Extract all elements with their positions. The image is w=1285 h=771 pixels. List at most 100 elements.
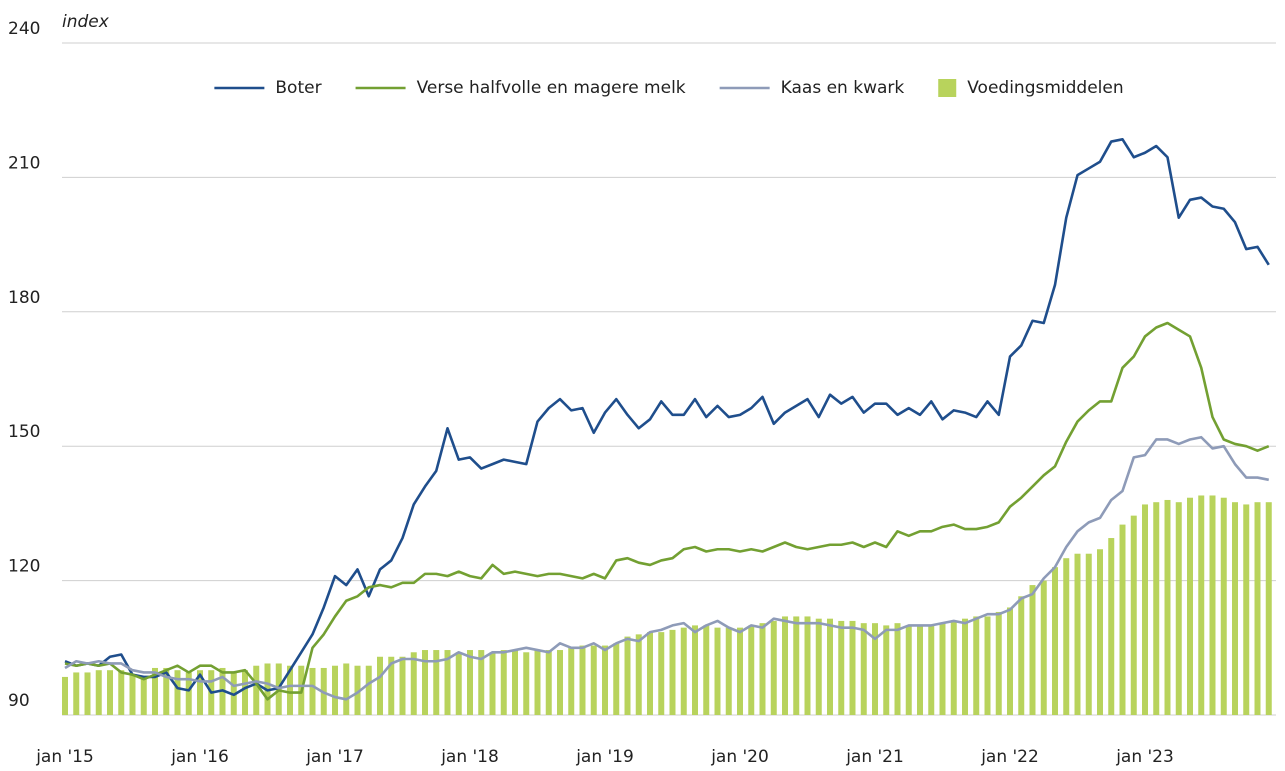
bar bbox=[1052, 567, 1058, 715]
bar bbox=[84, 672, 91, 715]
legend-item: Verse halfvolle en magere melk bbox=[355, 78, 686, 98]
x-tick-label: jan '18 bbox=[440, 747, 499, 767]
bar bbox=[939, 623, 946, 715]
bar bbox=[827, 618, 833, 715]
bar bbox=[545, 650, 552, 715]
bar bbox=[73, 672, 80, 715]
bar bbox=[1175, 502, 1182, 715]
bar bbox=[1209, 495, 1216, 715]
bar bbox=[534, 650, 541, 715]
bar bbox=[613, 643, 620, 715]
bar bbox=[680, 627, 687, 715]
bar bbox=[905, 625, 912, 715]
bar bbox=[365, 665, 372, 715]
bar bbox=[703, 625, 710, 715]
bar bbox=[950, 620, 957, 715]
line bbox=[64, 435, 1270, 701]
bar bbox=[309, 667, 316, 715]
bar bbox=[1187, 497, 1193, 715]
bar bbox=[1254, 502, 1261, 715]
bar bbox=[669, 629, 676, 715]
y-tick-label: 240 bbox=[8, 19, 40, 39]
bar bbox=[433, 650, 440, 715]
y-tick-label: 90 bbox=[8, 691, 30, 711]
bar bbox=[1085, 553, 1092, 715]
line bbox=[64, 138, 1270, 697]
bar bbox=[478, 650, 485, 715]
x-tick-label: jan '21 bbox=[845, 747, 904, 767]
bar bbox=[1198, 495, 1205, 715]
bar bbox=[197, 670, 203, 715]
bar bbox=[759, 623, 766, 715]
bar bbox=[1018, 596, 1025, 715]
bar bbox=[883, 625, 890, 715]
bar bbox=[1164, 499, 1171, 715]
bar bbox=[770, 620, 777, 715]
bar bbox=[1119, 524, 1126, 715]
bar bbox=[242, 670, 248, 715]
bar bbox=[782, 616, 788, 715]
legend-item: Voedingsmiddelen bbox=[938, 78, 1124, 98]
x-tick-label: jan '20 bbox=[710, 747, 769, 767]
bar bbox=[995, 611, 1002, 715]
x-tick-label: jan '16 bbox=[170, 747, 229, 767]
bar bbox=[500, 650, 507, 715]
bar bbox=[1153, 502, 1160, 715]
bar bbox=[163, 667, 170, 715]
bar bbox=[1220, 497, 1227, 715]
bar bbox=[152, 667, 158, 715]
bar bbox=[849, 620, 856, 715]
bar bbox=[894, 623, 901, 715]
bar bbox=[568, 647, 575, 715]
bar bbox=[444, 650, 451, 715]
x-tick-label: jan '17 bbox=[305, 747, 364, 767]
bar bbox=[647, 632, 653, 715]
y-tick-label: 180 bbox=[8, 288, 40, 308]
bar bbox=[354, 665, 361, 715]
bar bbox=[422, 650, 428, 715]
line bbox=[64, 321, 1270, 701]
bar bbox=[410, 652, 417, 715]
bar bbox=[962, 618, 968, 715]
x-tick-label: jan '15 bbox=[35, 747, 94, 767]
y-tick-label: 150 bbox=[8, 422, 40, 442]
bar bbox=[635, 634, 642, 715]
legend-label: Voedingsmiddelen bbox=[967, 78, 1123, 98]
bar bbox=[1265, 502, 1272, 715]
bar bbox=[1040, 580, 1047, 715]
bar bbox=[737, 627, 743, 715]
bar bbox=[107, 670, 113, 715]
bar bbox=[512, 650, 518, 715]
bar bbox=[815, 618, 822, 715]
bar bbox=[804, 616, 811, 715]
x-tick-label: jan '22 bbox=[980, 747, 1039, 767]
legend-swatch bbox=[938, 79, 957, 97]
bar bbox=[692, 625, 698, 715]
bar bbox=[1243, 504, 1250, 715]
bar bbox=[62, 676, 68, 715]
bar bbox=[129, 674, 136, 715]
bar bbox=[793, 616, 800, 715]
bar bbox=[590, 645, 597, 715]
bar bbox=[1232, 502, 1238, 715]
bar bbox=[973, 616, 980, 715]
legend-label: Boter bbox=[275, 78, 321, 98]
bar bbox=[725, 627, 732, 715]
bar bbox=[1074, 553, 1081, 715]
bar bbox=[185, 672, 192, 715]
legend-label: Kaas en kwark bbox=[781, 78, 905, 98]
bar bbox=[557, 650, 563, 715]
y-tick-label: 120 bbox=[8, 557, 40, 577]
bar bbox=[287, 665, 293, 715]
bar bbox=[455, 652, 462, 715]
bar bbox=[467, 650, 473, 715]
bar bbox=[140, 676, 147, 715]
x-tick-label: jan '19 bbox=[575, 747, 634, 767]
bar bbox=[332, 665, 338, 715]
bar bbox=[917, 625, 923, 715]
bar bbox=[95, 670, 102, 715]
bar bbox=[399, 656, 406, 715]
bar bbox=[860, 623, 867, 715]
bar bbox=[523, 652, 530, 715]
bar bbox=[928, 625, 935, 715]
